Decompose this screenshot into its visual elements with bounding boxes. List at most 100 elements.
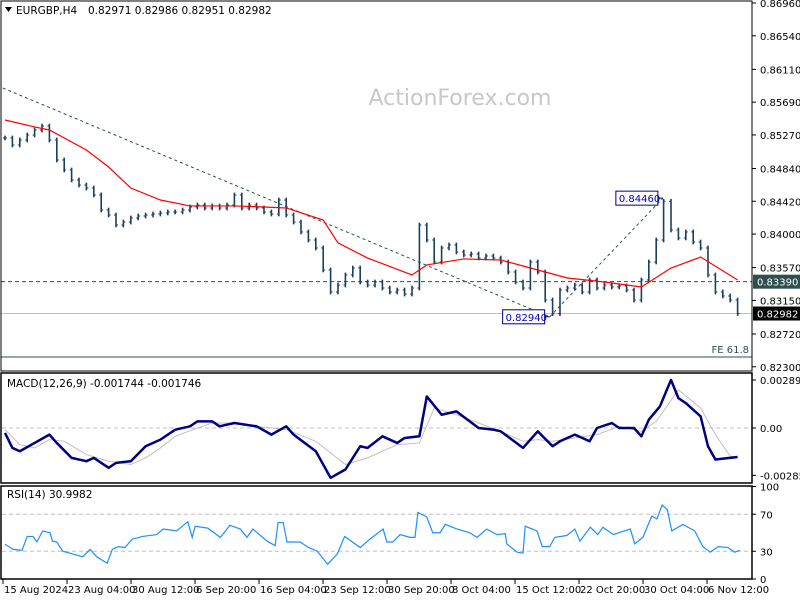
rsi-tick-label: 30 [760, 547, 773, 558]
price-tick-label: 0.84840 [760, 164, 800, 175]
price-bar [17, 137, 22, 148]
annotation-box [615, 190, 659, 206]
price-tag [753, 274, 800, 289]
time-tick-label: 30 Sep 20:00 [388, 585, 455, 596]
price-tick-label: 0.85690 [760, 98, 800, 109]
price-bar [373, 279, 377, 288]
rsi-panel[interactable]: 100 70 30 0 [2, 483, 779, 587]
moving-average-line [4, 119, 738, 288]
price-bar [3, 135, 7, 141]
price-bar [550, 297, 555, 317]
rsi-line [4, 503, 741, 566]
price-bar [417, 222, 422, 291]
price-tag-label: 0.83390 [757, 278, 798, 289]
time-tick-label: 22 Oct 20:00 [580, 585, 645, 596]
price-bar [328, 267, 333, 295]
price-tick-label: 0.84420 [760, 197, 800, 208]
collapse-triangle-icon[interactable] [5, 7, 12, 12]
price-bar [387, 285, 392, 295]
symbol-label: EURGBP,H4 [16, 5, 78, 17]
price-bar [691, 229, 696, 245]
price-bar [336, 282, 340, 295]
price-bar [69, 167, 74, 183]
price-bar [151, 211, 155, 218]
bid-price-label: 0.82982 [757, 310, 798, 321]
price-bar [136, 213, 141, 221]
price-bar [580, 282, 585, 295]
price-tick-label: 0.83150 [760, 296, 800, 307]
fibonacci-expansion-label: FE 61.8 [711, 345, 749, 356]
price-bar [521, 279, 525, 291]
price-bar [84, 182, 89, 191]
rsi-label: RSI(14) 30.9982 [7, 489, 92, 501]
price-bar [54, 137, 59, 163]
annotation-box [502, 309, 546, 325]
price-bar [321, 245, 326, 273]
price-bar [77, 177, 81, 188]
price-bar [669, 198, 673, 233]
price-bar [128, 215, 133, 225]
trendline [2, 87, 550, 318]
price-bar [158, 210, 163, 217]
price-panel[interactable]: 0.86960 0.86540 0.86110 0.85690 0.85270 0.848… [1, 0, 800, 374]
price-bar [609, 282, 614, 290]
price-bar [469, 251, 474, 258]
rsi-panel-frame [0, 485, 753, 580]
time-tick-label: 15 Aug 2024 [4, 585, 68, 596]
macd-panel[interactable]: 0.002893 0.00 -0.002852 [2, 376, 800, 482]
price-bar [698, 239, 703, 251]
price-bar [565, 285, 570, 293]
price-bar [62, 157, 67, 173]
price-bar [299, 219, 303, 235]
price-bar [313, 237, 318, 251]
price-bar [439, 245, 444, 265]
price-bar [528, 259, 533, 291]
rsi-tick-label: 70 [760, 510, 773, 521]
price-bar [513, 269, 518, 285]
price-bar [173, 209, 178, 215]
price-bar [350, 265, 355, 278]
price-tick-label: 0.82300 [760, 363, 800, 374]
time-tick-label: 8 Oct 04:00 [452, 585, 511, 596]
price-tick-label: 0.86960 [760, 0, 800, 10]
time-tick-label: 23 Aug 04:00 [68, 585, 135, 596]
rsi-tick-label: 100 [760, 483, 779, 494]
watermark: ActionForex.com [369, 86, 552, 111]
price-bar [654, 237, 659, 265]
macd-main-line [3, 378, 738, 480]
price-bar [535, 259, 540, 275]
price-bar [646, 259, 651, 283]
price-bar [661, 198, 666, 243]
price-bar [395, 287, 400, 295]
time-tick-label: 6 Nov 12:00 [708, 585, 769, 596]
price-tick-label: 0.85270 [760, 131, 800, 142]
macd-tick-label: 0.002893 [760, 376, 800, 387]
price-bar [91, 185, 96, 198]
bid-price-tag [753, 306, 800, 321]
time-tick-label: 15 Oct 12:00 [516, 585, 581, 596]
price-bar [380, 279, 385, 291]
price-bar [239, 192, 244, 211]
price-bar [602, 282, 607, 291]
price-tick-label: 0.86110 [760, 65, 800, 76]
price-bar [461, 249, 466, 258]
time-tick-label: 6 Sep 20:00 [196, 585, 256, 596]
price-bar [165, 209, 170, 216]
annotation-label: 0.82940 [506, 313, 547, 324]
macd-tick-label: 0.00 [760, 424, 782, 435]
ohlc-label: 0.82971 0.82986 0.82951 0.82982 [88, 5, 272, 17]
price-bar [639, 277, 644, 303]
price-bar [306, 229, 311, 243]
price-bar [713, 272, 718, 295]
time-tick-label: 30 Oct 04:00 [644, 585, 709, 596]
price-bar [447, 242, 451, 251]
price-bar [106, 207, 111, 218]
price-bar [402, 287, 407, 297]
price-bar [232, 192, 237, 208]
price-bar [121, 219, 126, 228]
time-tick-label: 23 Sep 12:00 [324, 585, 391, 596]
time-tick-label: 16 Sep 04:00 [260, 585, 327, 596]
price-bar [32, 127, 37, 138]
